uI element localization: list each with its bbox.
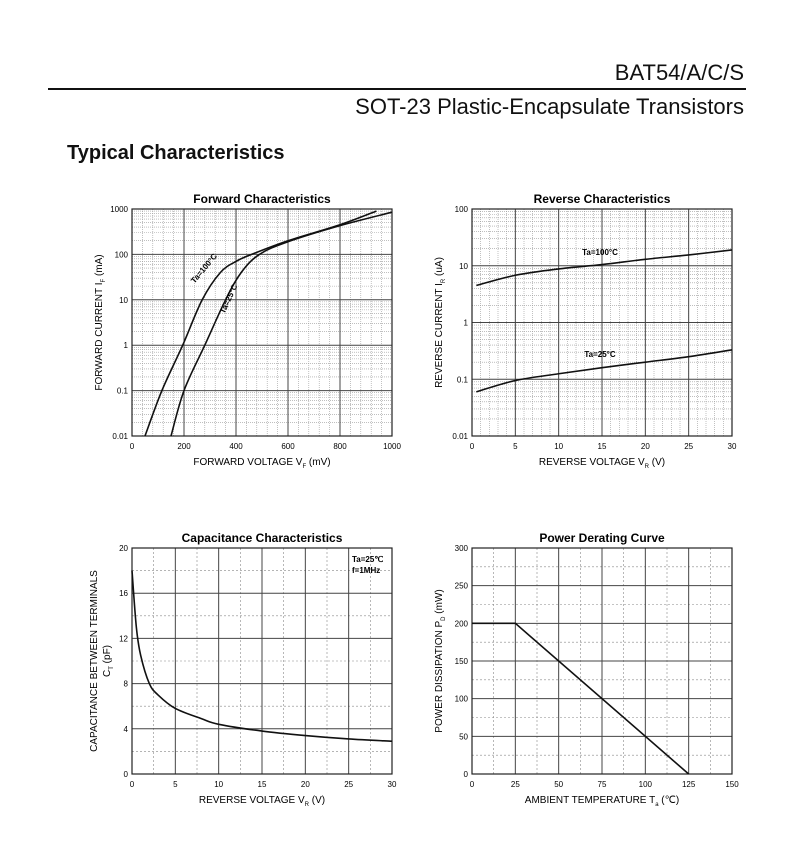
y-tick-label: 50 <box>459 732 468 741</box>
x-tick-label: 15 <box>258 780 267 789</box>
y-tick-label: 250 <box>455 582 469 591</box>
x-tick-label: 30 <box>388 780 397 789</box>
annotation: Ta=25℃ <box>352 555 383 564</box>
y-tick-label: 0 <box>464 770 469 779</box>
section-title: Typical Characteristics <box>67 142 285 164</box>
series-line <box>476 349 733 393</box>
y-tick-label: 16 <box>119 589 128 598</box>
y-tick-label: 1 <box>124 341 129 350</box>
plot-frame <box>471 208 733 437</box>
x-tick-label: 25 <box>684 442 693 451</box>
x-tick-label: 20 <box>641 442 650 451</box>
y-tick-label: 1000 <box>110 205 128 214</box>
x-tick-label: 600 <box>281 442 295 451</box>
chart-title: Forward Characteristics <box>193 192 331 206</box>
y-tick-label: 10 <box>459 262 468 271</box>
y-tick-label: 150 <box>455 657 469 666</box>
series-line <box>476 249 733 287</box>
plot-frame <box>131 547 393 775</box>
x-tick-label: 400 <box>229 442 243 451</box>
x-tick-label: 0 <box>130 780 135 789</box>
series-label: Ta=100°C <box>582 248 618 257</box>
x-tick-label: 10 <box>554 442 563 451</box>
x-tick-label: 75 <box>598 780 607 789</box>
y-tick-label: 300 <box>455 544 469 553</box>
x-axis-label: REVERSE VOLTAGE VR (V) <box>539 457 665 470</box>
x-tick-label: 150 <box>725 780 739 789</box>
y-tick-label: 0.01 <box>452 432 468 441</box>
y-tick-label: 100 <box>455 205 469 214</box>
header-rule <box>48 88 746 90</box>
x-tick-label: 0 <box>130 442 135 451</box>
x-tick-label: 30 <box>728 442 737 451</box>
x-tick-label: 800 <box>333 442 347 451</box>
y-tick-label: 100 <box>455 695 469 704</box>
x-tick-label: 1000 <box>383 442 401 451</box>
x-tick-label: 15 <box>598 442 607 451</box>
part-number: BAT54/A/C/S <box>614 60 744 85</box>
y-tick-label: 0.1 <box>457 375 469 384</box>
x-tick-label: 125 <box>682 780 696 789</box>
series-label: Ta=25°C <box>584 350 616 359</box>
x-tick-label: 5 <box>173 780 178 789</box>
annotation: f=1MHz <box>352 566 380 575</box>
y-tick-label: 4 <box>124 725 129 734</box>
document-subtitle: SOT-23 Plastic-Encapsulate Transistors <box>355 94 744 119</box>
plot-frame <box>131 208 393 437</box>
series-line <box>131 570 393 743</box>
y-tick-label: 20 <box>119 544 128 553</box>
series-line <box>170 211 393 437</box>
series-line <box>472 622 690 775</box>
y-tick-label: 0 <box>124 770 129 779</box>
y-tick-label: 0.01 <box>112 432 128 441</box>
x-tick-label: 0 <box>470 780 475 789</box>
x-tick-label: 0 <box>470 442 475 451</box>
x-tick-label: 50 <box>554 780 563 789</box>
x-tick-label: 10 <box>214 780 223 789</box>
x-tick-label: 5 <box>513 442 518 451</box>
y-axis-label: POWER DISSIPATION PD (mW) <box>434 589 447 732</box>
x-axis-label: FORWARD VOLTAGE VF (mV) <box>193 457 330 470</box>
plot-frame <box>471 547 733 775</box>
x-tick-label: 200 <box>177 442 191 451</box>
y-tick-label: 1 <box>464 319 469 328</box>
y-axis-label: FORWARD CURRENT IF (mA) <box>94 254 107 390</box>
y-tick-label: 12 <box>119 634 128 643</box>
chart-title: Capacitance Characteristics <box>182 531 343 545</box>
chart-title: Reverse Characteristics <box>534 192 671 206</box>
x-tick-label: 20 <box>301 780 310 789</box>
y-tick-label: 0.1 <box>117 387 129 396</box>
y-tick-label: 8 <box>124 680 129 689</box>
y-axis-label: CAPACITANCE BETWEEN TERMINALS <box>89 570 100 752</box>
x-axis-label: REVERSE VOLTAGE VR (V) <box>199 795 325 808</box>
x-axis-label: AMBIENT TEMPERATURE Ta (℃) <box>525 795 679 808</box>
y-tick-label: 200 <box>455 619 469 628</box>
x-tick-label: 100 <box>639 780 653 789</box>
x-tick-label: 25 <box>511 780 520 789</box>
y-tick-label: 100 <box>115 250 129 259</box>
y-axis-label: CT (pF) <box>102 645 115 677</box>
x-tick-label: 25 <box>344 780 353 789</box>
y-tick-label: 10 <box>119 296 128 305</box>
y-axis-label: REVERSE CURRENT IR (uA) <box>434 257 447 388</box>
chart-title: Power Derating Curve <box>539 531 665 545</box>
